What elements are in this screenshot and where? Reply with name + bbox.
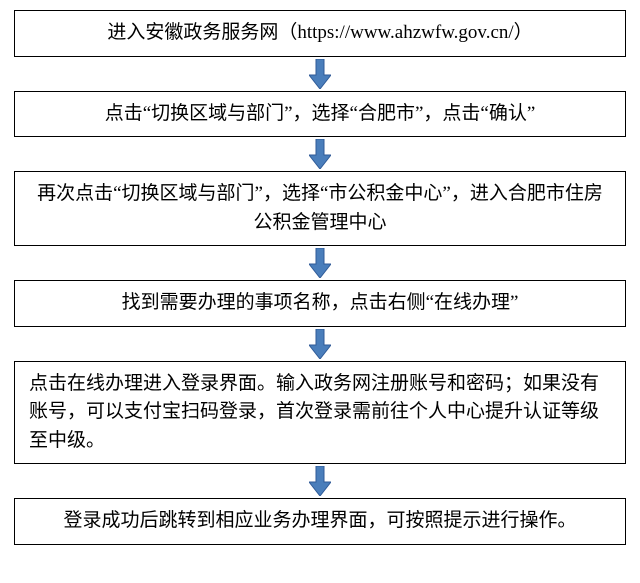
step-6-text: 登录成功后跳转到相应业务办理界面，可按照提示进行操作。: [63, 507, 576, 536]
arrow-5: [309, 464, 331, 498]
step-2-text: 点击“切换区域与部门”，选择“合肥市”，点击“确认”: [105, 100, 536, 129]
down-arrow-icon: [309, 466, 331, 496]
step-1-text: 进入安徽政务服务网（https://www.ahzwfw.gov.cn/）: [107, 19, 532, 48]
down-arrow-icon: [309, 329, 331, 359]
step-3: 再次点击“切换区域与部门”，选择“市公积金中心”，进入合肥市住房公积金管理中心: [14, 171, 626, 246]
down-arrow-icon: [309, 139, 331, 169]
down-arrow-icon: [309, 59, 331, 89]
step-5-text: 点击在线办理进入登录界面。输入政务网注册账号和密码；如果没有账号，可以支付宝扫码…: [29, 370, 611, 456]
down-arrow-icon: [309, 248, 331, 278]
step-4-text: 找到需要办理的事项名称，点击右侧“在线办理”: [122, 289, 519, 318]
step-3-text: 再次点击“切换区域与部门”，选择“市公积金中心”，进入合肥市住房公积金管理中心: [29, 180, 611, 237]
arrow-3: [309, 246, 331, 280]
flowchart: 进入安徽政务服务网（https://www.ahzwfw.gov.cn/） 点击…: [0, 0, 640, 555]
arrow-4: [309, 327, 331, 361]
arrow-1: [309, 57, 331, 91]
step-4: 找到需要办理的事项名称，点击右侧“在线办理”: [14, 280, 626, 327]
step-6: 登录成功后跳转到相应业务办理界面，可按照提示进行操作。: [14, 498, 626, 545]
arrow-2: [309, 137, 331, 171]
step-2: 点击“切换区域与部门”，选择“合肥市”，点击“确认”: [14, 91, 626, 138]
step-1: 进入安徽政务服务网（https://www.ahzwfw.gov.cn/）: [14, 10, 626, 57]
step-5: 点击在线办理进入登录界面。输入政务网注册账号和密码；如果没有账号，可以支付宝扫码…: [14, 361, 626, 465]
